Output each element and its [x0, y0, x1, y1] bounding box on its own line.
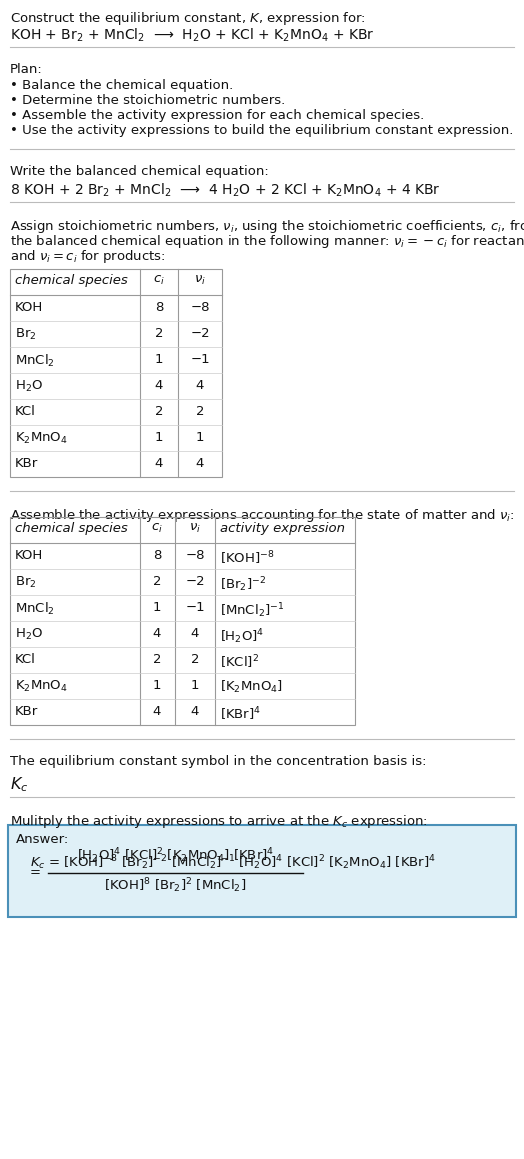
Text: H$_2$O: H$_2$O: [15, 379, 43, 394]
Text: Assemble the activity expressions accounting for the state of matter and $\nu_i$: Assemble the activity expressions accoun…: [10, 506, 515, 524]
Text: • Balance the chemical equation.: • Balance the chemical equation.: [10, 79, 233, 92]
Bar: [10, 269, 222, 478]
Text: $c_i$: $c_i$: [151, 522, 163, 535]
Text: −1: −1: [185, 602, 205, 614]
Text: Assign stoichiometric numbers, $\nu_i$, using the stoichiometric coefficients, $: Assign stoichiometric numbers, $\nu_i$, …: [10, 218, 524, 235]
Text: Plan:: Plan:: [10, 63, 43, 76]
Text: [K$_2$MnO$_4$]: [K$_2$MnO$_4$]: [220, 679, 283, 695]
Text: 8 KOH + 2 Br$_2$ + MnCl$_2$  ⟶  4 H$_2$O + 2 KCl + K$_2$MnO$_4$ + 4 KBr: 8 KOH + 2 Br$_2$ + MnCl$_2$ ⟶ 4 H$_2$O +…: [10, 182, 441, 199]
Text: the balanced chemical equation in the following manner: $\nu_i = -c_i$ for react: the balanced chemical equation in the fo…: [10, 233, 524, 250]
Text: $\nu_i$: $\nu_i$: [194, 274, 206, 287]
Text: $c_i$: $c_i$: [153, 274, 165, 287]
Text: MnCl$_2$: MnCl$_2$: [15, 353, 55, 369]
Text: −2: −2: [185, 575, 205, 588]
Text: KBr: KBr: [15, 457, 38, 471]
Text: 2: 2: [153, 653, 161, 666]
Text: 4: 4: [153, 627, 161, 640]
Text: K$_2$MnO$_4$: K$_2$MnO$_4$: [15, 431, 68, 446]
Text: $\nu_i$: $\nu_i$: [189, 522, 201, 535]
Text: 4: 4: [191, 627, 199, 640]
Text: • Use the activity expressions to build the equilibrium constant expression.: • Use the activity expressions to build …: [10, 124, 514, 137]
Text: 1: 1: [155, 353, 163, 366]
Text: 4: 4: [155, 457, 163, 471]
Text: KCl: KCl: [15, 653, 36, 666]
Text: The equilibrium constant symbol in the concentration basis is:: The equilibrium constant symbol in the c…: [10, 755, 427, 768]
Text: 8: 8: [155, 301, 163, 314]
Text: KOH: KOH: [15, 549, 43, 562]
Text: Construct the equilibrium constant, $K$, expression for:: Construct the equilibrium constant, $K$,…: [10, 10, 366, 27]
Text: 4: 4: [196, 457, 204, 471]
Text: [KOH]$^8$ [Br$_2$]$^2$ [MnCl$_2$]: [KOH]$^8$ [Br$_2$]$^2$ [MnCl$_2$]: [104, 876, 247, 895]
Text: $K_c$: $K_c$: [10, 775, 28, 794]
Text: 1: 1: [153, 602, 161, 614]
Text: 2: 2: [196, 404, 204, 418]
Text: 4: 4: [191, 705, 199, 717]
Text: −8: −8: [190, 301, 210, 314]
Text: [Br$_2$]$^{-2}$: [Br$_2$]$^{-2}$: [220, 575, 266, 593]
Text: $K_c$ = [KOH]$^{-8}$ [Br$_2$]$^{-2}$ [MnCl$_2$]$^{-1}$ [H$_2$O]$^4$ [KCl]$^2$ [K: $K_c$ = [KOH]$^{-8}$ [Br$_2$]$^{-2}$ [Mn…: [30, 853, 436, 872]
Text: 4: 4: [153, 705, 161, 717]
Text: Write the balanced chemical equation:: Write the balanced chemical equation:: [10, 165, 269, 178]
Text: 1: 1: [196, 431, 204, 444]
Text: 4: 4: [155, 379, 163, 392]
Text: KCl: KCl: [15, 404, 36, 418]
Bar: [10, 517, 355, 726]
Text: KOH + Br$_2$ + MnCl$_2$  ⟶  H$_2$O + KCl + K$_2$MnO$_4$ + KBr: KOH + Br$_2$ + MnCl$_2$ ⟶ H$_2$O + KCl +…: [10, 27, 375, 44]
Text: 4: 4: [196, 379, 204, 392]
Text: 2: 2: [155, 404, 163, 418]
Text: 2: 2: [153, 575, 161, 588]
Text: [H$_2$O]$^4$: [H$_2$O]$^4$: [220, 627, 264, 646]
Text: H$_2$O: H$_2$O: [15, 627, 43, 642]
Text: activity expression: activity expression: [220, 522, 345, 535]
Text: 2: 2: [191, 653, 199, 666]
Text: KOH: KOH: [15, 301, 43, 314]
Text: 8: 8: [153, 549, 161, 562]
Text: −8: −8: [185, 549, 205, 562]
Text: chemical species: chemical species: [15, 274, 128, 287]
Text: • Assemble the activity expression for each chemical species.: • Assemble the activity expression for e…: [10, 109, 424, 122]
Text: MnCl$_2$: MnCl$_2$: [15, 602, 55, 617]
Text: [H$_2$O]$^4$ [KCl]$^2$ [K$_2$MnO$_4$] [KBr]$^4$: [H$_2$O]$^4$ [KCl]$^2$ [K$_2$MnO$_4$] [K…: [77, 846, 274, 865]
Text: KBr: KBr: [15, 705, 38, 717]
Text: • Determine the stoichiometric numbers.: • Determine the stoichiometric numbers.: [10, 94, 285, 107]
FancyBboxPatch shape: [8, 825, 516, 917]
Text: Br$_2$: Br$_2$: [15, 575, 37, 590]
Text: −2: −2: [190, 327, 210, 340]
Text: −1: −1: [190, 353, 210, 366]
Text: 1: 1: [153, 679, 161, 692]
Text: 1: 1: [191, 679, 199, 692]
Text: Answer:: Answer:: [16, 833, 69, 846]
Text: [MnCl$_2$]$^{-1}$: [MnCl$_2$]$^{-1}$: [220, 602, 285, 620]
Text: [KOH]$^{-8}$: [KOH]$^{-8}$: [220, 549, 275, 567]
Text: K$_2$MnO$_4$: K$_2$MnO$_4$: [15, 679, 68, 694]
Text: [KCl]$^2$: [KCl]$^2$: [220, 653, 259, 671]
Text: Mulitply the activity expressions to arrive at the $K_c$ expression:: Mulitply the activity expressions to arr…: [10, 812, 428, 830]
Text: and $\nu_i = c_i$ for products:: and $\nu_i = c_i$ for products:: [10, 248, 166, 265]
Text: =: =: [30, 867, 41, 880]
Text: 2: 2: [155, 327, 163, 340]
Text: 1: 1: [155, 431, 163, 444]
Text: [KBr]$^4$: [KBr]$^4$: [220, 705, 261, 722]
Text: Br$_2$: Br$_2$: [15, 327, 37, 342]
Text: chemical species: chemical species: [15, 522, 128, 535]
